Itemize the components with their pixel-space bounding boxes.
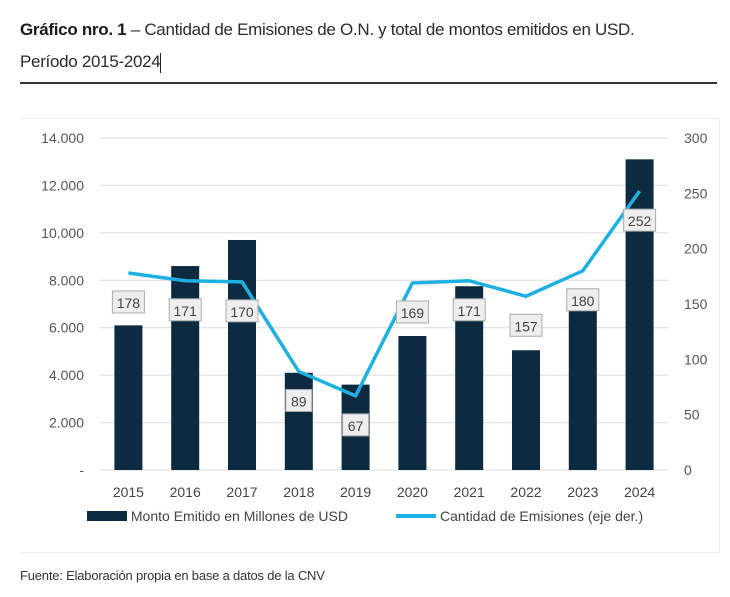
data-label: 171 <box>458 303 482 319</box>
legend-swatch-bar <box>86 511 127 521</box>
line-series <box>128 190 642 398</box>
chart-title-rest: – Cantidad de Emisiones de O.N. y total … <box>126 20 635 39</box>
data-label-box <box>225 299 259 323</box>
data-label: 252 <box>628 213 652 229</box>
legend-swatch-line <box>396 514 436 518</box>
source-note: Fuente: Elaboración propia en base a dat… <box>20 568 325 583</box>
left-axis-tick-label: 14.000 <box>41 130 84 146</box>
right-axis-tick-label: 300 <box>684 130 708 146</box>
data-label-box <box>168 298 202 322</box>
x-axis-tick-label: 2015 <box>113 484 144 500</box>
x-axis-tick-label: 2016 <box>170 484 201 500</box>
x-axis-tick-label: 2019 <box>340 484 371 500</box>
x-axis-tick-label: 2024 <box>624 484 655 500</box>
data-label: 157 <box>514 318 538 334</box>
left-axis-tick-label: 12.000 <box>41 177 84 193</box>
legend-item-line: Cantidad de Emisiones (eje der.) <box>396 508 643 524</box>
x-axis-tick-label: 2018 <box>283 484 314 500</box>
bar <box>512 350 540 470</box>
right-axis-tick-label: 0 <box>684 462 692 478</box>
right-axis-tick-label: 100 <box>684 351 708 367</box>
left-axis-tick-label: - <box>79 462 84 478</box>
bar <box>568 306 597 470</box>
data-label: 89 <box>291 394 307 410</box>
right-axis-tick-label: 50 <box>684 407 700 423</box>
data-label-box <box>395 300 429 324</box>
data-labels: 178 171 170 89 67 169 171 157 180 252 <box>111 208 657 437</box>
legend-item-bars: Monto Emitido en Millones de USD <box>86 508 348 524</box>
data-label-box <box>111 290 145 314</box>
legend-label-line: Cantidad de Emisiones (eje der.) <box>440 508 644 524</box>
left-axis-tick-label: 4.000 <box>49 367 84 383</box>
x-axis-tick-label: 2022 <box>510 484 541 500</box>
x-axis-ticks: 2015 2016 2017 2018 2019 2020 2021 2022 2023 2024 <box>113 484 656 500</box>
chart-subtitle: Período 2015-2024 <box>20 52 161 71</box>
right-axis-tick-label: 200 <box>684 241 708 257</box>
text-cursor <box>160 52 162 73</box>
data-label: 171 <box>174 303 198 319</box>
data-label-box <box>342 413 370 437</box>
right-axis-tick-label: 150 <box>684 296 708 312</box>
left-axis-tick-label: 2.000 <box>49 415 84 431</box>
title-rule <box>20 82 717 84</box>
x-axis-tick-label: 2017 <box>226 484 257 500</box>
line-path <box>128 190 642 398</box>
left-axis-ticks: - 2.000 4.000 6.000 8.000 10.000 12.000 14.000 <box>41 130 84 478</box>
left-axis-tick-label: 10.000 <box>41 225 84 241</box>
chart-title-bold: Gráfico nro. 1 <box>20 20 127 39</box>
data-label-box <box>566 288 600 312</box>
chart-title: Gráfico nro. 1 – Cantidad de Emisiones d… <box>20 14 720 78</box>
x-axis-tick-label: 2020 <box>397 484 428 500</box>
bar <box>228 239 256 470</box>
data-label: 169 <box>401 305 425 321</box>
data-label-box <box>452 298 486 322</box>
data-label: 67 <box>348 418 364 434</box>
data-label-box <box>285 389 313 413</box>
bar <box>114 325 143 470</box>
bars <box>114 159 654 471</box>
x-axis-tick-label: 2021 <box>454 484 485 500</box>
data-label: 170 <box>230 304 254 320</box>
right-axis-ticks: 0 50 100 150 200 250 300 <box>684 130 708 478</box>
bar <box>171 266 200 470</box>
x-axis-tick-label: 2023 <box>567 484 598 500</box>
data-label-box <box>509 313 543 337</box>
data-label: 180 <box>571 293 595 309</box>
bar <box>398 336 427 470</box>
legend: Monto Emitido en Millones de USD Cantida… <box>0 508 730 524</box>
right-axis-tick-label: 250 <box>684 185 708 201</box>
left-axis-tick-label: 8.000 <box>49 272 84 288</box>
data-label-box <box>623 208 657 232</box>
left-axis-tick-label: 6.000 <box>49 320 84 336</box>
data-label: 178 <box>117 295 141 311</box>
chart-frame <box>20 118 720 553</box>
legend-label-bars: Monto Emitido en Millones de USD <box>130 508 348 524</box>
bar <box>284 372 313 470</box>
